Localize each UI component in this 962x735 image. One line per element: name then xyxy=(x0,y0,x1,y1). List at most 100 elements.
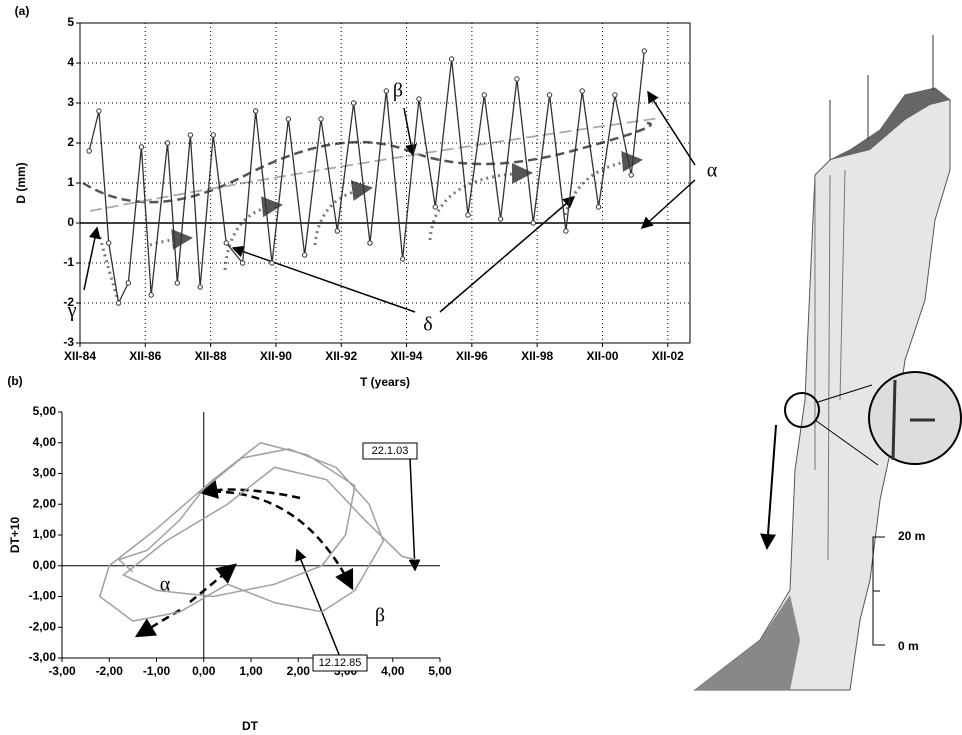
y-tick-label: -2 xyxy=(63,295,74,309)
x-tick-label: XII-96 xyxy=(456,349,488,363)
data-point xyxy=(628,172,634,178)
annotation: δ xyxy=(423,314,432,336)
annotation: β xyxy=(393,80,403,102)
panel-label: (b) xyxy=(7,374,22,388)
annotation: 12.12.85 xyxy=(319,657,362,669)
data-point xyxy=(187,132,194,138)
y-tick-label: -2,00 xyxy=(29,619,57,633)
trend-curves xyxy=(82,117,661,301)
data-point xyxy=(350,100,357,106)
y-tick-label: 1,00 xyxy=(33,527,57,541)
data-point xyxy=(416,96,422,102)
data-point xyxy=(334,228,341,234)
y-tick-label: 0 xyxy=(67,215,74,229)
x-tick-label: 1,00 xyxy=(239,664,263,678)
data-point xyxy=(530,220,536,226)
y-tick-label: 4 xyxy=(67,55,74,69)
x-axis-label: T (years) xyxy=(360,375,410,389)
annotation: α xyxy=(160,574,171,596)
data-point xyxy=(612,92,618,98)
y-axis-label: DT+10 xyxy=(8,517,22,554)
data-point xyxy=(197,284,203,290)
scale-label: 20 m xyxy=(898,529,925,543)
data-point xyxy=(86,148,92,154)
data-point xyxy=(252,108,259,114)
data-point xyxy=(563,228,569,234)
data-point xyxy=(367,240,373,246)
x-tick-label: XII-94 xyxy=(391,349,423,363)
y-tick-label: -3 xyxy=(63,335,74,349)
annotation: γ xyxy=(67,300,77,322)
y-tick-label: -3,00 xyxy=(29,650,57,664)
data-point xyxy=(481,92,487,98)
x-tick-label: -1,00 xyxy=(143,664,171,678)
data-point xyxy=(138,144,145,150)
y-tick-label: 0,00 xyxy=(33,558,57,572)
panel: -3,00 -2,00 -1,00 0,00 1,00 2,00 3,00 4,00 5,00 -… xyxy=(7,374,452,733)
data-point xyxy=(96,108,102,114)
y-tick-label: 4,00 xyxy=(33,435,57,449)
data-line xyxy=(88,50,645,306)
panel-label: (a) xyxy=(15,4,30,18)
data-point xyxy=(465,212,471,218)
data-point xyxy=(164,140,171,146)
y-tick-label: 3 xyxy=(67,95,74,109)
data-point xyxy=(514,76,520,82)
data-point xyxy=(579,88,585,94)
annotation: β xyxy=(375,605,385,627)
x-tick-label: -3,00 xyxy=(48,664,76,678)
scale-label: 0 m xyxy=(898,639,919,653)
data-point xyxy=(399,256,406,262)
x-tick-label: 0,00 xyxy=(192,664,216,678)
data-point xyxy=(269,260,275,266)
y-tick-label: 1 xyxy=(67,175,74,189)
data-point xyxy=(497,216,504,222)
data-point xyxy=(301,252,308,258)
data-point xyxy=(448,56,455,62)
y-tick-label: -1,00 xyxy=(29,589,57,603)
annotation-box xyxy=(362,442,418,460)
data-point xyxy=(174,280,181,286)
x-tick-label: 5,00 xyxy=(428,664,452,678)
y-tick-label: 5 xyxy=(67,15,74,29)
data-point xyxy=(106,240,112,246)
data-point xyxy=(432,204,438,210)
x-tick-label: XII-02 xyxy=(652,349,684,363)
x-tick-label: XII-88 xyxy=(195,349,227,363)
data-point xyxy=(318,116,324,122)
data-point xyxy=(546,92,553,98)
y-tick-label: 2 xyxy=(67,135,74,149)
annotation-arrows xyxy=(83,90,696,658)
y-tick-label: 5,00 xyxy=(33,404,57,418)
y-axis-label: D (mm) xyxy=(14,162,28,203)
y-tick-label: -1 xyxy=(63,255,74,269)
panel: -3 -2 -1 0 1 2 3 4 5 XII-84 XII-86 XII-88 XII-90 XII-… xyxy=(14,4,718,389)
y-tick-label: 2,00 xyxy=(33,496,57,510)
x-axis-label: DT xyxy=(242,719,259,733)
x-tick-label: XII-00 xyxy=(586,349,618,363)
x-tick-label: XII-84 xyxy=(64,349,96,363)
data-point xyxy=(125,280,132,286)
annotation: α xyxy=(707,160,718,182)
x-tick-label: -2,00 xyxy=(96,664,124,678)
data-line xyxy=(98,441,417,622)
data-point xyxy=(115,300,122,306)
y-tick-label: 3,00 xyxy=(33,466,57,480)
data-point xyxy=(210,132,216,138)
x-tick-label: XII-90 xyxy=(260,349,292,363)
data-point xyxy=(239,260,246,266)
cliff-drawing: 20 m 0 m xyxy=(693,35,962,691)
x-tick-label: 4,00 xyxy=(381,664,405,678)
data-point xyxy=(285,116,292,122)
data-point xyxy=(641,48,647,54)
x-tick-label: XII-86 xyxy=(129,349,161,363)
data-point xyxy=(223,240,229,246)
data-point xyxy=(148,292,154,298)
data-point xyxy=(383,88,390,94)
annotation: 22.1.03 xyxy=(372,445,409,457)
x-tick-label: XII-98 xyxy=(521,349,553,363)
x-tick-label: 2,00 xyxy=(287,664,311,678)
annotation-box xyxy=(312,654,368,672)
data-point xyxy=(595,204,602,210)
